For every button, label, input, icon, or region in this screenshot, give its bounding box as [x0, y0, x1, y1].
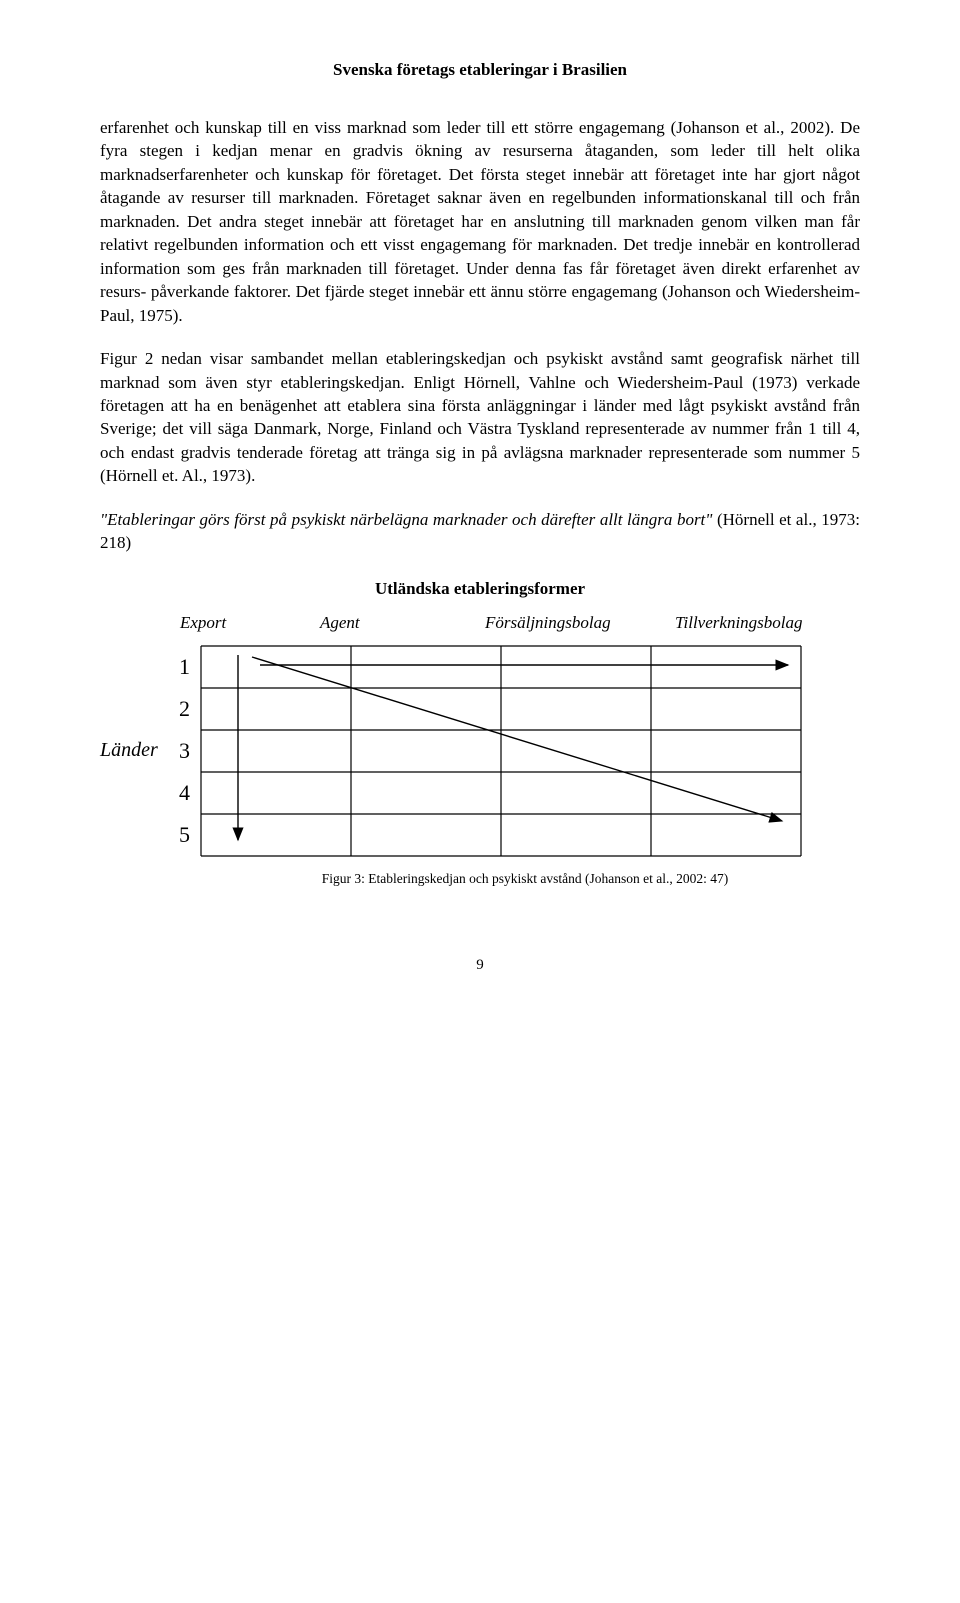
quote-italic-text: "Etableringar görs först på psykiskt när… [100, 510, 712, 529]
figure-diagram: Länder 1 2 3 4 5 [100, 645, 860, 857]
figure-caption: Figur 3: Etableringskedjan och psykiskt … [190, 871, 860, 887]
row-number: 1 [170, 646, 190, 688]
establishment-chain-diagram [200, 645, 802, 857]
col-header-tillverkning: Tillverkningsbolag [675, 613, 803, 633]
y-axis-label: Länder [100, 739, 170, 762]
paragraph-2: Figur 2 nedan visar sambandet mellan eta… [100, 347, 860, 488]
row-number: 5 [170, 814, 190, 856]
page-header-title: Svenska företags etableringar i Brasilie… [100, 60, 860, 80]
paragraph-1: erfarenhet och kunskap till en viss mark… [100, 116, 860, 327]
block-quote: "Etableringar görs först på psykiskt när… [100, 508, 860, 555]
col-header-forsaljning: Försäljningsbolag [485, 613, 675, 633]
col-header-agent: Agent [320, 613, 485, 633]
figure-column-headers: Export Agent Försäljningsbolag Tillverkn… [180, 613, 860, 633]
page-number: 9 [100, 957, 860, 974]
figure-subtitle: Utländska etableringsformer [100, 579, 860, 599]
row-number: 4 [170, 772, 190, 814]
row-number: 2 [170, 688, 190, 730]
row-numbers: 1 2 3 4 5 [170, 646, 200, 856]
row-number: 3 [170, 730, 190, 772]
col-header-export: Export [180, 613, 320, 633]
